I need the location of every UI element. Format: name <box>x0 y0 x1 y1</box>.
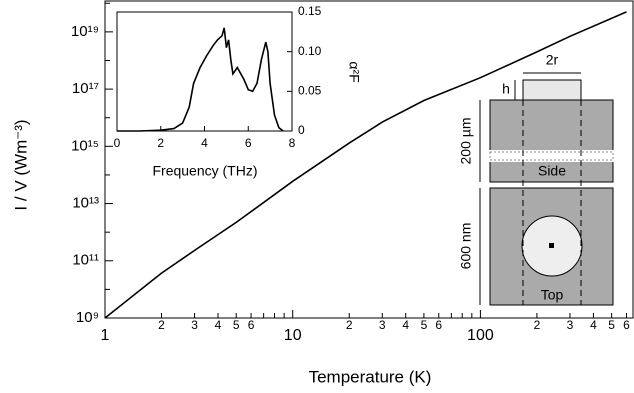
x-tick-label: 4 <box>201 136 208 150</box>
y-tick-label: 10¹⁹ <box>71 23 99 40</box>
line <box>117 27 284 132</box>
annotation: Side <box>538 163 566 179</box>
y-tick-label: 10¹⁷ <box>72 80 99 97</box>
y-tick-label: 0 <box>298 123 305 137</box>
plot-frame <box>104 0 634 319</box>
x-tick-label: 6 <box>623 318 630 332</box>
y-tick-label: 10⁹ <box>76 309 99 326</box>
line <box>104 11 627 319</box>
diagram: 2r h 200 µm Side 600 nm Top <box>458 52 617 306</box>
x-tick-label: 0 <box>114 136 121 150</box>
x-tick-label: 2 <box>534 318 541 332</box>
x-tick-label: 4 <box>215 318 222 332</box>
x-tick-label: 1 <box>101 327 110 344</box>
x-tick-label: 5 <box>421 318 428 332</box>
hatch <box>489 151 614 161</box>
y-tick-label: 10¹⁵ <box>71 137 99 154</box>
x-tick-label: 2 <box>157 136 164 150</box>
x-tick-label: 6 <box>245 136 252 150</box>
x-tick-label: 6 <box>435 318 442 332</box>
x-tick-label: 3 <box>191 318 198 332</box>
y-tick-label: 0.05 <box>298 84 322 98</box>
annotation: h <box>502 81 510 97</box>
annotation: 2r <box>546 52 559 68</box>
x-tick-label: 10 <box>284 327 302 344</box>
x-tick-label: 100 <box>467 327 494 344</box>
dot <box>549 243 554 248</box>
x-tick-label: 3 <box>379 318 386 332</box>
x-tick-label: 2 <box>158 318 165 332</box>
x-axis-label: Temperature (K) <box>309 367 432 386</box>
x-axis-label: Frequency (THz) <box>152 163 257 179</box>
x-tick-label: 3 <box>567 318 574 332</box>
probe <box>522 79 582 101</box>
side-view <box>489 99 614 183</box>
annotation: 600 nm <box>458 223 474 270</box>
y-tick-label: 10¹¹ <box>72 252 99 269</box>
y-tick-label: 10¹³ <box>72 195 99 212</box>
y-tick-label: 0.15 <box>298 4 322 18</box>
x-tick-label: 2 <box>346 318 353 332</box>
x-tick-label: 4 <box>590 318 597 332</box>
x-tick-label: 5 <box>608 318 615 332</box>
x-tick-label: 5 <box>233 318 240 332</box>
x-tick-label: 8 <box>289 136 296 150</box>
y-axis-label: I / V (Wm⁻³) <box>11 119 30 210</box>
x-tick-label: 4 <box>402 318 409 332</box>
y-tick-label: 0.10 <box>298 44 322 58</box>
annotation: 200 µm <box>458 118 474 165</box>
inset-frame <box>116 11 293 132</box>
y-axis-label: α²F <box>346 61 362 82</box>
x-tick-label: 6 <box>248 318 255 332</box>
annotation: Top <box>541 287 564 303</box>
